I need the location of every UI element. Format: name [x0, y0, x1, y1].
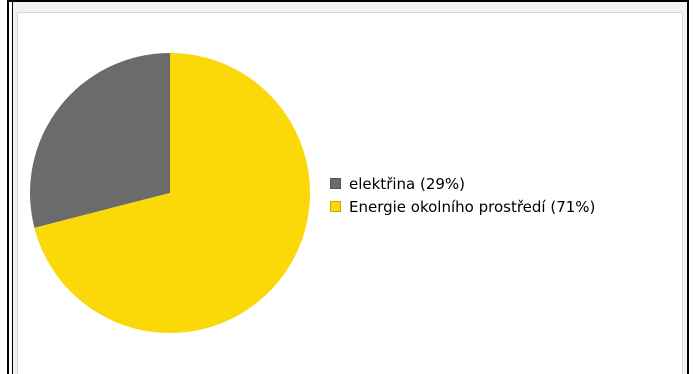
pie-slices	[29, 53, 310, 333]
right-gutter	[683, 2, 687, 374]
left-gutter	[13, 2, 17, 374]
top-border	[7, 0, 689, 2]
legend-item-elektrina: elektřina (29%)	[330, 172, 595, 195]
legend-label-elektrina: elektřina (29%)	[349, 174, 466, 193]
chart-legend: elektřina (29%) Energie okolního prostře…	[330, 172, 595, 218]
legend-swatch-elektrina	[330, 178, 341, 189]
legend-item-energie: Energie okolního prostředí (71%)	[330, 195, 595, 218]
pie-slice-energie	[34, 53, 310, 333]
top-gutter	[13, 2, 687, 12]
pie-slice-elektrina	[29, 53, 170, 228]
right-border	[687, 0, 689, 374]
legend-label-energie: Energie okolního prostředí (71%)	[349, 197, 596, 216]
left-border-outer	[7, 0, 9, 374]
legend-swatch-energie	[330, 201, 341, 212]
left-border-inner	[12, 0, 13, 374]
